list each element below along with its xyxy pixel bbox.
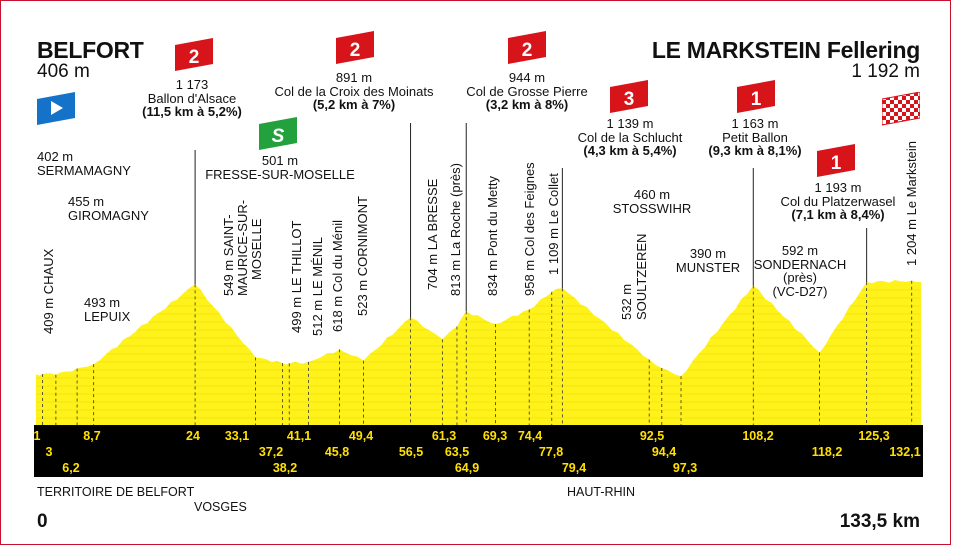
finish-km: 133,5 km: [839, 511, 920, 532]
km-marker: 77,8: [538, 445, 564, 459]
climb-cat-flag-icon: 2: [508, 31, 546, 64]
profile-area: [36, 280, 921, 425]
km-marker: 24: [186, 429, 200, 443]
place-sermamagny: 402 m SERMAMAGNY: [37, 149, 131, 178]
km-marker: 41,1: [286, 429, 312, 443]
km-marker: 3: [45, 445, 53, 459]
region-haut-rhin: HAUT-RHIN: [567, 485, 636, 499]
km-marker: 108,2: [742, 429, 774, 443]
km-marker: 61,3: [431, 429, 457, 443]
km-marker: 1: [33, 429, 41, 443]
km-band: [34, 425, 923, 477]
climb-label-petit-ballon: 1 163 m Petit Ballon (9,3 km à 8,1%): [708, 116, 802, 159]
climb-label-ballon-alsace: 1 173 Ballon d'Alsace (11,5 km à 5,2%): [142, 77, 242, 120]
km-marker: 37,2: [258, 445, 284, 459]
km-marker: 33,1: [224, 429, 250, 443]
place-lepuix: 493 m LEPUIX: [84, 295, 131, 324]
km-marker: 63,5: [444, 445, 470, 459]
km-marker: 97,3: [672, 461, 698, 475]
km-marker: 74,4: [517, 429, 543, 443]
svg-text:2: 2: [522, 40, 533, 61]
svg-text:2: 2: [350, 40, 361, 61]
km-marker: 38,2: [272, 461, 298, 475]
region-territoire-de-belfort: TERRITOIRE DE BELFORT: [37, 485, 195, 499]
finish-flag-icon: [882, 92, 920, 126]
climb-label-croix-des-moinats: 891 m Col de la Croix des Moinats (5,2 km …: [274, 70, 434, 113]
km-marker: 94,4: [651, 445, 677, 459]
km-marker: 64,9: [454, 461, 480, 475]
sprint-flag-icon: S: [259, 117, 297, 150]
svg-text:1: 1: [751, 89, 762, 110]
start-km: 0: [37, 511, 48, 532]
sprint-label: 501 m FRESSE-SUR-MOSELLE: [205, 153, 355, 182]
place-munster: 390 m MUNSTER: [675, 246, 741, 275]
km-marker: 92,5: [639, 429, 665, 443]
km-marker: 118,2: [811, 445, 843, 459]
svg-text:S: S: [272, 126, 285, 147]
climb-label-schlucht: 1 139 m Col de la Schlucht (4,3 km à 5,4%): [577, 116, 683, 159]
climb-label-grosse-pierre: 944 m Col de Grosse Pierre (3,2 km à 8%): [466, 70, 588, 113]
start-flag-icon: [37, 92, 75, 125]
climb-cat-flag-icon: 2: [175, 38, 213, 71]
place-giromagny: 455 m GIROMAGNY: [68, 194, 149, 223]
svg-text:1: 1: [831, 153, 842, 174]
km-marker: 69,3: [482, 429, 508, 443]
region-vosges: VOSGES: [194, 500, 247, 514]
km-marker: 125,3: [858, 429, 890, 443]
place-stosswihr: 460 m STOSSWIHR: [612, 187, 692, 216]
climb-cat-flag-icon: 2: [336, 31, 374, 64]
start-city: BELFORT: [37, 37, 144, 63]
km-marker: 79,4: [561, 461, 587, 475]
km-marker: 6,2: [62, 461, 80, 475]
finish-altitude: 1 192 m: [851, 61, 920, 82]
climb-cat-flag-icon: 3: [610, 80, 648, 113]
climb-cat-flag-icon: 1: [817, 144, 855, 177]
svg-text:3: 3: [624, 89, 635, 110]
km-marker: 56,5: [398, 445, 424, 459]
finish-city: LE MARKSTEIN Fellering: [651, 37, 920, 63]
climb-cat-flag-icon: 1: [737, 80, 775, 113]
start-altitude: 406 m: [37, 61, 90, 82]
place-sondernach: 592 m SONDERNACH (près) (VC-D27): [753, 243, 847, 299]
km-marker: 49,4: [348, 429, 374, 443]
km-marker: 45,8: [324, 445, 350, 459]
km-marker: 132,1: [889, 445, 921, 459]
km-marker: 8,7: [83, 429, 101, 443]
climb-label-platzerwasel: 1 193 m Col du Platzerwasel (7,1 km à 8,4%…: [780, 180, 896, 223]
svg-text:2: 2: [189, 47, 200, 68]
